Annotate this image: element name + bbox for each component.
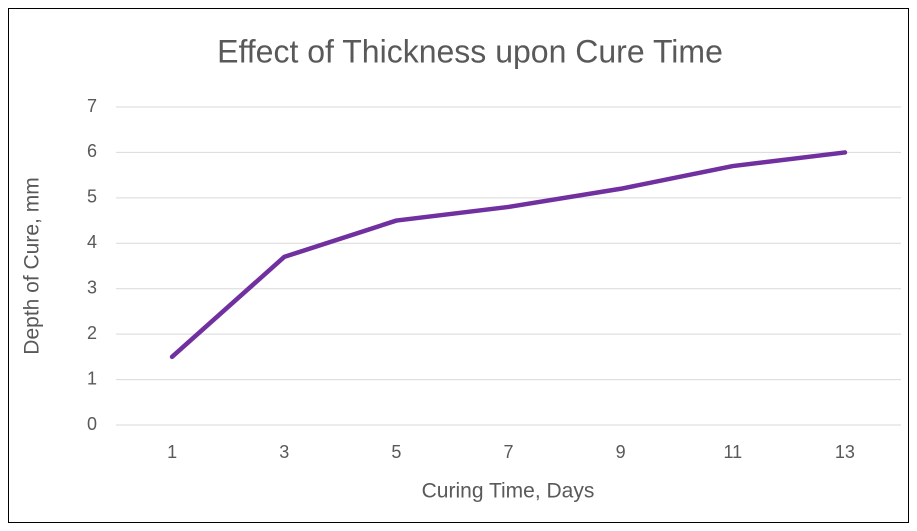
- y-axis-label: Depth of Cure, mm: [21, 177, 44, 354]
- y-tick-label: 5: [87, 187, 97, 207]
- x-tick-label: 11: [723, 442, 742, 462]
- y-tick-label: 3: [87, 277, 97, 297]
- y-tick-label: 1: [87, 368, 97, 388]
- x-tick-label: 9: [616, 442, 626, 462]
- x-tick-label: 3: [279, 442, 289, 462]
- x-tick-label: 5: [391, 442, 401, 462]
- y-tick-label: 7: [87, 96, 97, 116]
- y-tick-label: 0: [87, 414, 97, 434]
- x-tick-label: 13: [835, 442, 855, 462]
- y-tick-label: 6: [87, 141, 97, 161]
- y-tick-label: 4: [87, 232, 97, 252]
- x-axis-label: Curing Time, Days: [422, 480, 595, 503]
- y-tick-label: 2: [87, 323, 97, 343]
- x-tick-label: 1: [167, 442, 177, 462]
- chart-title: Effect of Thickness upon Cure Time: [217, 33, 723, 69]
- x-tick-label: 7: [503, 442, 513, 462]
- data-line: [169, 150, 848, 360]
- chart-border: [8, 8, 909, 523]
